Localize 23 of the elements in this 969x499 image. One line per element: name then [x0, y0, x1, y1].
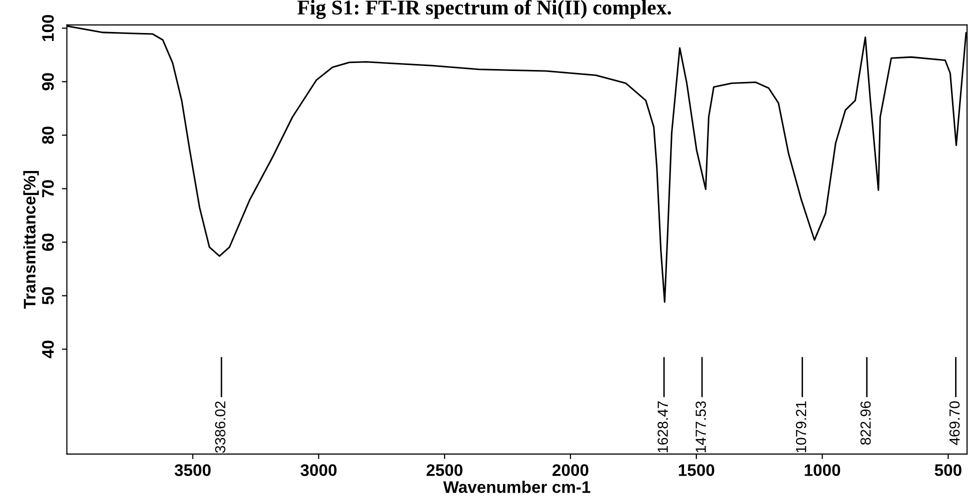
y-axis-title: Transmittance[%] [23, 170, 39, 309]
y-tick-label: 40 [42, 340, 54, 358]
ref-line-label: 1079.21 [796, 401, 806, 452]
y-tick-label: 100 [42, 14, 54, 42]
y-tick-label: 90 [42, 73, 54, 90]
ref-line-label: 1628.47 [658, 401, 668, 452]
y-tick-label: 60 [42, 234, 54, 251]
ref-line-label: 3386.02 [215, 401, 226, 453]
x-tick-label: 2500 [426, 464, 462, 476]
y-tick-label: 80 [42, 126, 54, 144]
ref-line-label: 822.96 [860, 401, 871, 445]
ref-line-label: 1477.53 [696, 401, 706, 452]
x-tick-label: 2000 [552, 464, 588, 476]
x-tick-label: 500 [934, 464, 962, 476]
y-tick-label: 70 [42, 180, 54, 198]
chart-title: Fig S1: FT-IR spectrum of Ni(II) complex. [297, 0, 671, 19]
x-axis-title: Wavenumber cm-1 [443, 480, 590, 493]
x-tick-label: 3000 [300, 464, 337, 476]
y-tick-label: 50 [42, 287, 54, 304]
x-tick-label: 1000 [804, 464, 840, 476]
ref-line-label: 469.70 [949, 401, 960, 445]
x-tick-label: 3500 [174, 464, 211, 476]
x-tick-label: 1500 [678, 464, 714, 476]
